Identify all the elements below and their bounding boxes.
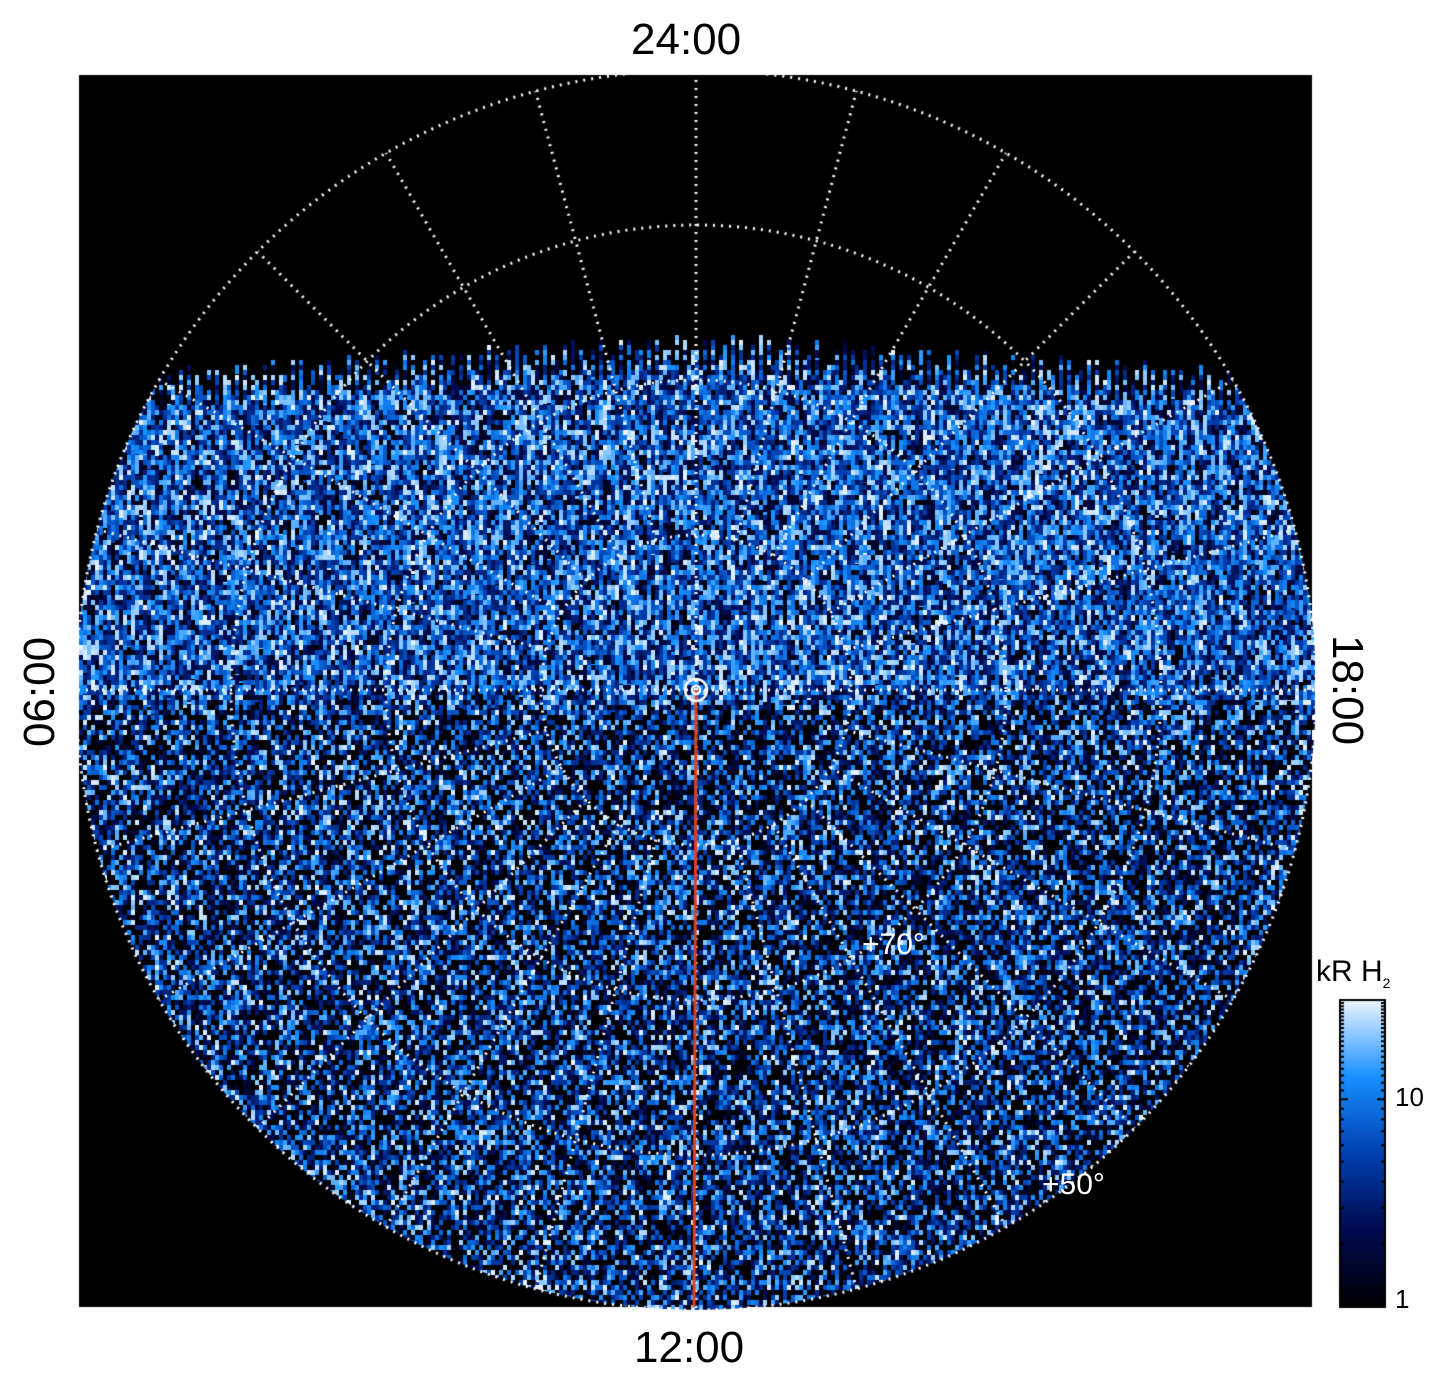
colorbar-tick-10: 10 [1395, 1082, 1424, 1112]
lt-label-bottom: 12:00 [634, 1323, 745, 1372]
colorbar-tick-1: 1 [1395, 1284, 1410, 1314]
lt-label-top: 24:00 [631, 15, 742, 64]
colorbar-title: kR H2 [1316, 955, 1391, 991]
lt-label-left: 06:00 [15, 636, 64, 748]
lat-label-50: +50° [1042, 1168, 1105, 1201]
lat-label-70: +70° [862, 928, 925, 961]
lt-label-right: 18:00 [1323, 634, 1372, 746]
